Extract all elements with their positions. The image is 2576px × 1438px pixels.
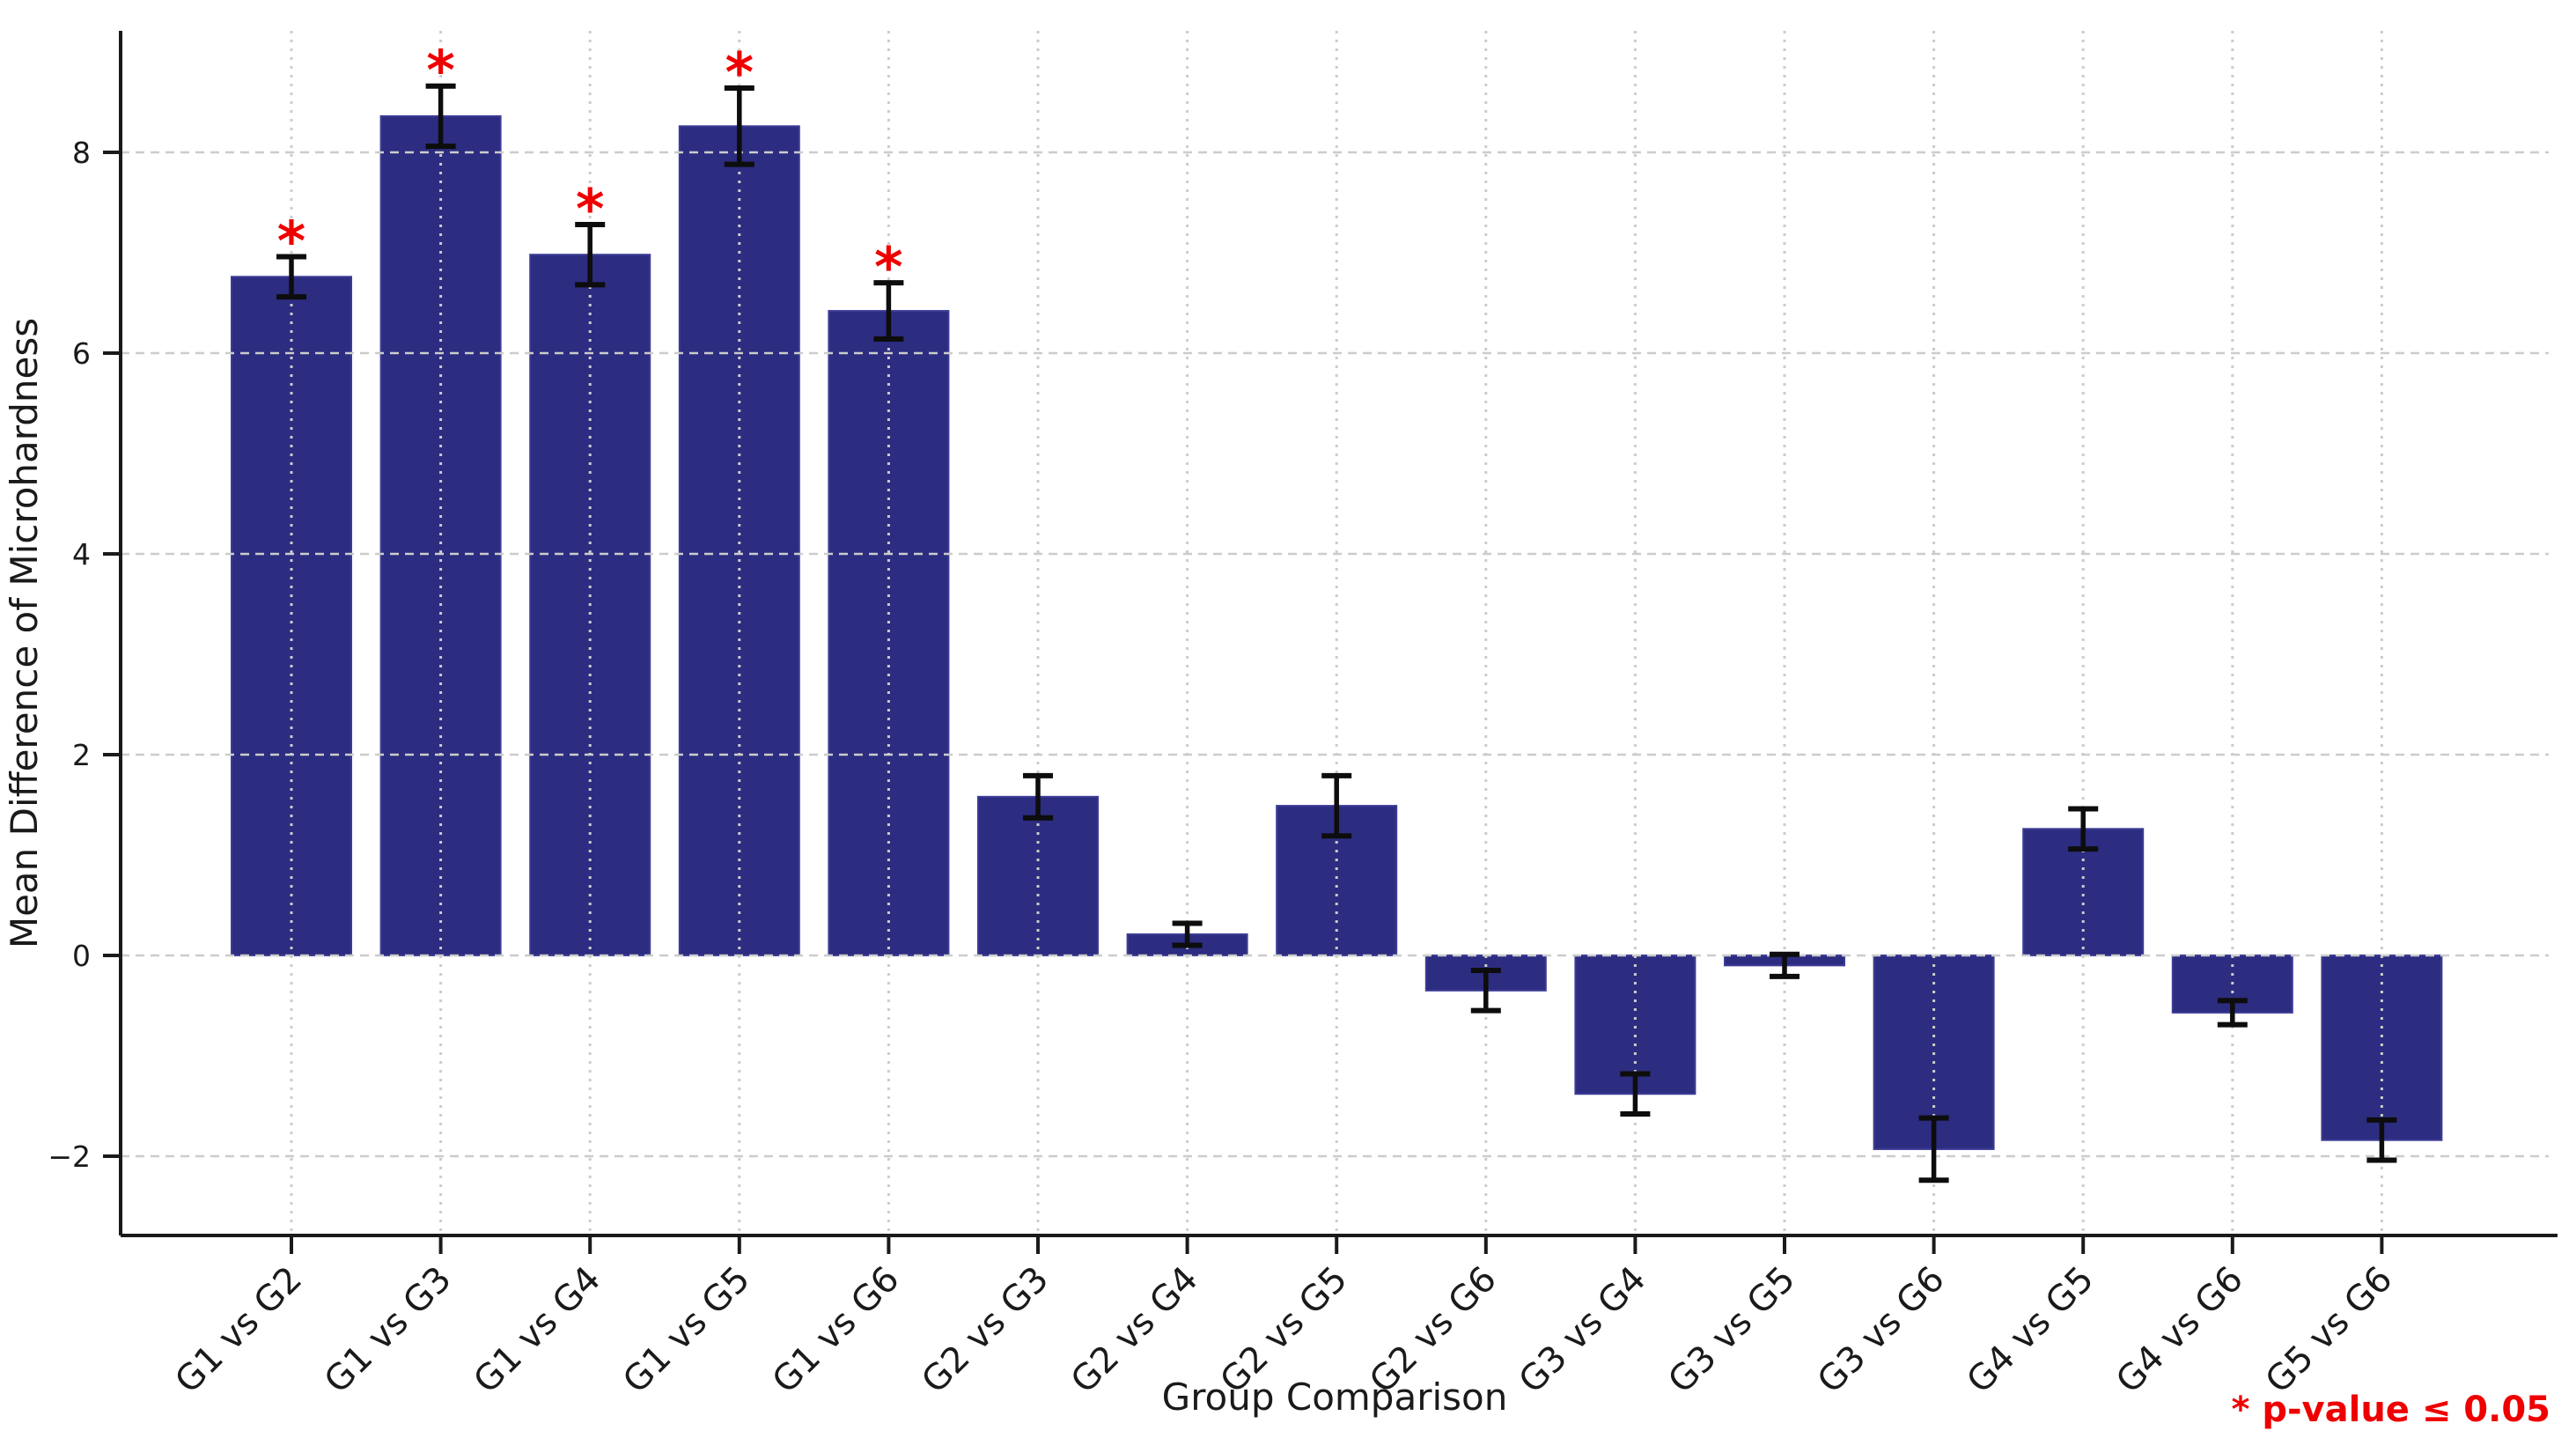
significance-asterisk: * bbox=[277, 210, 305, 274]
y-tick-label: 8 bbox=[72, 136, 91, 170]
x-tick-label: G2 vs G3 bbox=[914, 1259, 1056, 1402]
y-tick-label: −2 bbox=[48, 1139, 91, 1174]
x-tick-label: G1 vs G3 bbox=[317, 1259, 460, 1402]
x-tick-label: G1 vs G5 bbox=[615, 1259, 758, 1402]
significance-legend: * p-value ≤ 0.05 bbox=[2231, 1390, 2550, 1430]
significance-asterisk: * bbox=[576, 177, 604, 241]
significance-asterisk: * bbox=[874, 235, 902, 299]
x-tick-label: G3 vs G6 bbox=[1810, 1259, 1953, 1402]
x-tick-label: G3 vs G4 bbox=[1512, 1259, 1654, 1402]
y-tick-label: 4 bbox=[72, 537, 91, 572]
x-tick-label: G4 vs G5 bbox=[1959, 1259, 2101, 1402]
x-tick-label: G3 vs G5 bbox=[1660, 1259, 1803, 1402]
bar bbox=[2321, 954, 2443, 1141]
x-tick-label: G1 vs G4 bbox=[466, 1259, 608, 1402]
y-tick-label: 6 bbox=[72, 336, 91, 371]
y-tick-label: 0 bbox=[72, 939, 91, 973]
bar bbox=[678, 125, 800, 956]
significance-asterisk: * bbox=[725, 41, 754, 105]
x-tick-label: G1 vs G6 bbox=[765, 1259, 908, 1402]
x-tick-label: G4 vs G6 bbox=[2109, 1259, 2251, 1402]
y-axis-title: Mean Difference of Microhardness bbox=[3, 318, 46, 948]
x-tick-label: G1 vs G2 bbox=[167, 1259, 310, 1402]
y-tick-label: 2 bbox=[72, 738, 91, 772]
bar bbox=[379, 114, 502, 956]
x-tick-label: G5 vs G6 bbox=[2258, 1259, 2401, 1402]
bar bbox=[231, 276, 352, 956]
x-axis-title: Group Comparison bbox=[1162, 1375, 1508, 1419]
significance-asterisk: * bbox=[426, 39, 454, 103]
